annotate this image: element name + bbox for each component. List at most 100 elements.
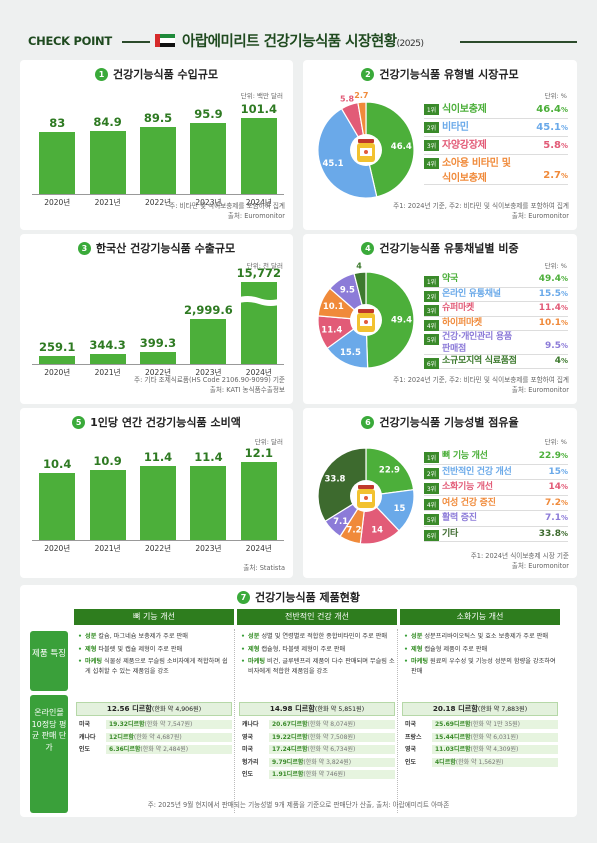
legend-value: 7.1% <box>545 512 568 525</box>
price-cell: 11.03디르함(한화 약 4,309원) <box>432 745 558 754</box>
feature-tag: 성분 <box>85 633 97 640</box>
price-cell: 17.24디르함(한화 약 6,734원) <box>269 745 395 754</box>
legend-row: 2위 온라인 유통채널 15.5% <box>424 288 568 302</box>
price-krw: (한화 약 6,031원) <box>470 733 519 741</box>
bar <box>140 352 176 364</box>
supplement-jar-icon <box>350 480 382 512</box>
legend-row: 1위 뼈 기능 개선 22.9% <box>424 450 568 465</box>
bar <box>39 132 76 194</box>
country: 인도 <box>405 758 417 766</box>
source: 출처: Euromonitor <box>227 212 285 220</box>
bar <box>240 282 277 364</box>
source: 출처: KATI 농식품수출정보 <box>209 386 285 394</box>
price-cell: 6.36디르함(한화 약 2,484원) <box>106 745 232 754</box>
bar-value-label: 10.4 <box>43 456 72 471</box>
feature-tag: 마케팅 <box>248 658 266 666</box>
percent-sign: % <box>560 483 568 491</box>
price-cell: 9.79디르함(한화 약 3,824원) <box>269 757 395 767</box>
legend-value: 14% <box>548 481 568 494</box>
legend-value: 4% <box>555 356 568 368</box>
panel-channel-share: 4 건강기능식품 유통채널별 비중 단위: % 49.4 15.5 11.4 10.1 9… <box>303 234 577 404</box>
column-header: 뼈 기능 개선 <box>74 609 234 625</box>
unit-label: 단위: 달러 <box>254 438 283 446</box>
feature-item: 마케팅 원료의 우수성 및 기능성 성분의 함량을 강조하여 판매 <box>404 657 558 676</box>
rank-badge: 6위 <box>424 357 439 369</box>
price-krw: (한화 약 8,074원) <box>307 721 356 728</box>
percent-sign: % <box>560 106 568 114</box>
rank-badge: 5위 <box>424 514 439 525</box>
price-krw: (한화 약 1,562원) <box>455 758 504 766</box>
column-separator <box>397 629 398 813</box>
category-label: 2022년 <box>145 368 171 377</box>
price-row: 미국 19.32디르함(한화 약 7,547원) <box>76 719 232 730</box>
source: 출처: Euromonitor <box>511 562 569 570</box>
pie-value-label: 10.1 <box>323 302 344 312</box>
price-row: 캐나다 20.67디르함(한화 약 8,074원) <box>239 719 395 730</box>
panel-title: 4 건강기능식품 유통채널별 비중 <box>303 240 577 256</box>
legend-row: 2위 전반적인 건강 개선 15% <box>424 466 568 480</box>
unit-label: 단위: % <box>544 92 567 100</box>
rank-badge: 3위 <box>424 140 439 151</box>
rank-badge: 3위 <box>424 305 439 316</box>
country: 프랑스 <box>405 733 422 741</box>
legend-row: 4위 하이퍼마켓 10.1% <box>424 318 568 331</box>
rank-badge: 1위 <box>424 276 439 287</box>
note: 주: 비타민 및 식이보충제를 포함하여 집계 <box>169 202 285 210</box>
legend-value: 10.1% <box>539 318 568 330</box>
bar <box>140 466 176 540</box>
legend-row: 4위 여성 건강 증진 7.2% <box>424 497 568 511</box>
legend-value-number: 9.5 <box>545 341 561 352</box>
feature-item: 성분 칼슘, 마그네슘 보충제가 주로 판매 <box>78 632 232 642</box>
unit-label: 단위: % <box>544 262 567 270</box>
feature-tag: 제형 <box>248 645 260 653</box>
panel-products: 7 건강기능식품 제품현황 제품 특징 온라인몰 10정당 평균 판매 단가 뼈 … <box>20 585 577 817</box>
category-label: 2020년 <box>44 198 71 207</box>
feature-text: 캡슐형, 타블렛 제형이 주로 판매 <box>261 645 346 653</box>
legend-value: 49.4% <box>539 274 568 286</box>
average-price-krw: (한화 약 4,906원) <box>151 706 202 713</box>
average-price-value: 14.98 디르함 <box>269 704 315 713</box>
feature-item: 제형 캡슐형, 타블렛 제형이 주로 판매 <box>241 645 395 655</box>
pie-chart: 46.4 45.1 5.8 2.7 <box>317 92 415 199</box>
percent-sign: % <box>560 342 568 351</box>
price-cell: 15.44디르함(한화 약 6,031원) <box>432 732 558 742</box>
baseline <box>32 364 284 365</box>
legend-value-number: 33.8 <box>538 528 561 539</box>
bar-value-label: 11.4 <box>143 450 173 465</box>
feature-item: 제형 타블렛 및 캡슐 제형이 주로 판매 <box>78 645 232 655</box>
price-cell: 4디르함(한화 약 1,562원) <box>432 757 558 767</box>
price-row: 캐나다 12디르함(한화 약 4,687원) <box>76 732 232 743</box>
legend-value-number: 15.5 <box>538 288 561 299</box>
legend-name: 뼈 기능 개선 <box>442 451 488 461</box>
price-row: 미국 25.69디르함(한화 약 1만 35원) <box>402 719 558 730</box>
legend-value: 15.5% <box>539 289 568 301</box>
legend-value-number: 4 <box>554 355 561 366</box>
bar <box>89 130 126 194</box>
legend-row: 3위 소화기능 개선 14% <box>424 481 568 496</box>
percent-sign: % <box>560 452 568 460</box>
country: 미국 <box>79 721 91 728</box>
legend-name: 전반적인 건강 개선 <box>442 466 512 477</box>
category-label: 2022년 <box>145 198 171 207</box>
price-krw: (한화 약 7,508원) <box>307 733 356 741</box>
axis-break-mark <box>235 296 282 306</box>
source: 출처: Euromonitor <box>511 212 569 220</box>
average-price: 14.98 디르함(한화 약 5,851원) <box>239 702 395 716</box>
panel-title: 1 건강기능식품 수입규모 <box>20 66 293 82</box>
bar-value-label: 10.9 <box>93 453 122 468</box>
percent-sign: % <box>560 171 568 180</box>
legend-name: 슈퍼마켓 <box>442 303 474 313</box>
rank-badge: 2위 <box>424 290 439 302</box>
rank-badge: 6위 <box>424 529 439 541</box>
price-value: 19.32디르함 <box>109 721 145 728</box>
note: 주1: 2024년 기준, 주2: 비타민 및 식이보충제를 포함하여 집계 <box>393 376 569 384</box>
price-value: 19.22디르함 <box>272 733 308 741</box>
legend-name: 온라인 유통채널 <box>442 288 501 299</box>
price-row: 프랑스 15.44디르함(한화 약 6,031원) <box>402 732 558 743</box>
bar-value-label: 259.1 <box>39 340 76 354</box>
average-price: 12.56 디르함(한화 약 4,906원) <box>76 702 232 716</box>
legend-value-number: 49.4 <box>538 274 561 284</box>
bar <box>190 466 227 540</box>
price-cell: 25.69디르함(한화 약 1만 35원) <box>432 720 558 729</box>
percent-sign: % <box>560 467 568 476</box>
